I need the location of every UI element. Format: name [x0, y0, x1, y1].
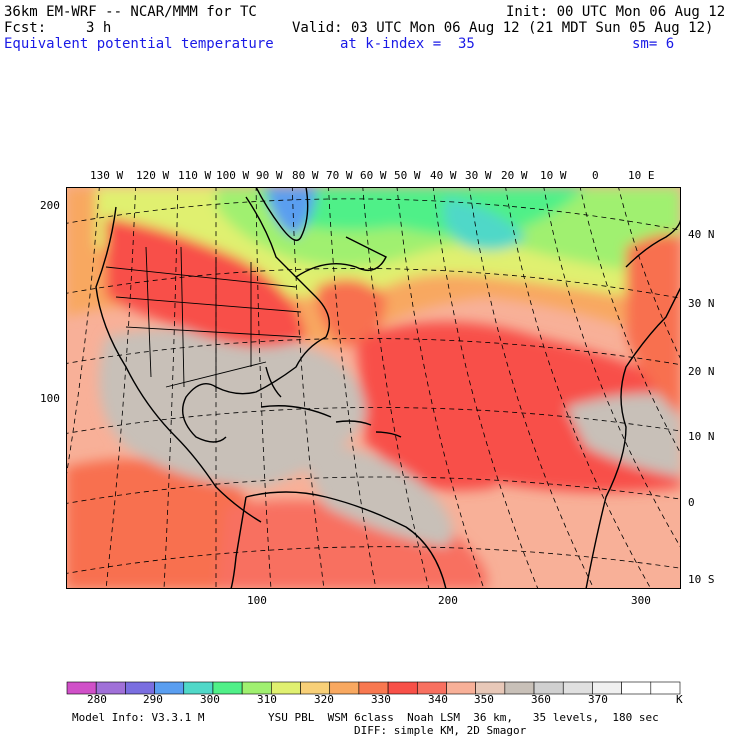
colorbar-swatch: [650, 681, 681, 695]
smoothing: sm= 6: [632, 36, 675, 52]
gray-region: [296, 445, 453, 547]
lon-label: 130 W: [90, 169, 124, 182]
lon-label: 20 W: [501, 169, 528, 182]
colorbar-label: 280: [87, 693, 107, 706]
lat-label: 40 N: [688, 228, 715, 241]
colorbar-swatch: [387, 681, 418, 695]
colorbar-label: 360: [531, 693, 551, 706]
gray-region: [566, 393, 681, 477]
lon-label: 90 W: [256, 169, 283, 182]
lon-label: 0: [592, 169, 599, 182]
lat-label: 10 S: [688, 573, 715, 586]
lon-label: 10 E: [628, 169, 655, 182]
colorbar-swatch: [621, 681, 652, 695]
physics-info: YSU PBL WSM 6class Noah LSM 36 km, 35 le…: [268, 711, 659, 724]
lat-label: 30 N: [688, 297, 715, 310]
colorbar-label: 330: [371, 693, 391, 706]
map-frame: [66, 187, 681, 589]
lat-label: 20 N: [688, 365, 715, 378]
lon-label: 100 W: [216, 169, 250, 182]
warm-region: [106, 217, 306, 347]
map-plot: [66, 187, 681, 589]
warm-region: [316, 279, 386, 347]
grid-label-x: 300: [631, 594, 651, 607]
lon-label: 50 W: [394, 169, 421, 182]
valid-time: Valid: 03 UTC Mon 06 Aug 12 (21 MDT Sun …: [292, 20, 714, 36]
colorbar-unit: K: [676, 693, 683, 706]
cold-region: [266, 187, 316, 237]
coastline: [95, 187, 681, 589]
lon-label: 110 W: [178, 169, 212, 182]
grid-label-x: 200: [438, 594, 458, 607]
lon-label: 70 W: [326, 169, 353, 182]
colorbar-label: 310: [257, 693, 277, 706]
colorbar-label: 320: [314, 693, 334, 706]
colorbar-label: 370: [588, 693, 608, 706]
lon-label: 40 W: [430, 169, 457, 182]
colorbar-swatch: [329, 681, 360, 695]
lon-label: 30 W: [465, 169, 492, 182]
forecast-hour: 3 h: [86, 20, 112, 36]
colorbar-label: 350: [474, 693, 494, 706]
lat-label: 0: [688, 496, 695, 509]
colorbar-label: 290: [143, 693, 163, 706]
grid-label-y: 200: [40, 199, 60, 212]
lon-label: 10 W: [540, 169, 567, 182]
diffusion-info: DIFF: simple KM, 2D Smagor: [354, 724, 527, 737]
forecast-label: Fcst:: [4, 20, 47, 36]
grid-label-x: 100: [247, 594, 267, 607]
colorbar: [66, 681, 681, 695]
colorbar-swatch: [504, 681, 535, 695]
warm-region: [626, 233, 681, 417]
field-name: Equivalent potential temperature: [4, 36, 274, 52]
colorbar-swatch: [446, 681, 476, 695]
level-index: at k-index = 35: [340, 36, 475, 52]
lat-label: 10 N: [688, 430, 715, 443]
cool-region: [443, 197, 526, 251]
colorbar-label: 340: [428, 693, 448, 706]
lon-label: 80 W: [292, 169, 319, 182]
lon-label: 120 W: [136, 169, 170, 182]
init-time: Init: 00 UTC Mon 06 Aug 12: [506, 4, 726, 20]
model-info: Model Info: V3.3.1 M: [72, 711, 205, 724]
grid-label-y: 100: [40, 392, 60, 405]
colorbar-label: 300: [200, 693, 220, 706]
political-boundaries: [105, 246, 302, 392]
lon-label: 60 W: [360, 169, 387, 182]
model-title: 36km EM-WRF -- NCAR/MMM for TC: [4, 4, 257, 20]
